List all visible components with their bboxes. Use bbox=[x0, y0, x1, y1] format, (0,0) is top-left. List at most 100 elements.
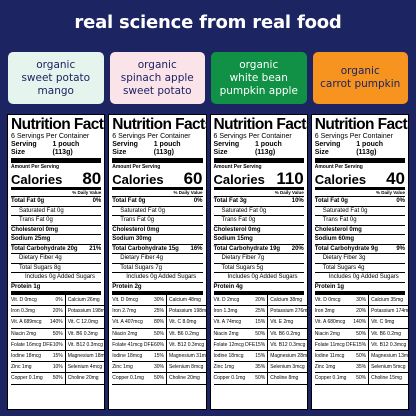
vitamin-name: Vit. E 2mg bbox=[270, 319, 294, 326]
vitamin-cell: Folate 11mcg DFE 15% bbox=[314, 339, 370, 352]
nutrient-label: Sodium 60mg bbox=[314, 236, 355, 242]
nutrient-row: Total Carbohydrate 19g 20% bbox=[213, 245, 304, 254]
nutrient-row: Trans Fat 0g bbox=[314, 216, 405, 226]
vitamin-name: Vit. A 74mcg bbox=[213, 319, 242, 326]
vitamin-name: Zinc 1mg bbox=[314, 364, 336, 371]
vitamin-name: Potassium 276mg bbox=[270, 308, 308, 315]
nutrient-row: Includes 0g Added Sugars bbox=[213, 273, 304, 283]
vitamin-name: Vit. D 0mcg bbox=[314, 297, 341, 303]
nutrient-label: Trans Fat 0g bbox=[322, 217, 357, 223]
nutrient-dv: 0% bbox=[396, 198, 405, 204]
nutrient-label: Total Sugars 4g bbox=[322, 264, 365, 271]
vitamin-dv: 15% bbox=[255, 341, 266, 348]
serving-size-value: 1 pouch (113g) bbox=[356, 141, 384, 156]
vitamin-name: Niacin 2mg bbox=[314, 330, 340, 337]
serving-size-label: Serving Size bbox=[11, 141, 37, 156]
vitamin-cell: Selenium 5mcg25% bbox=[369, 362, 408, 374]
nutrient-row: Includes 0g Added Sugars bbox=[314, 273, 405, 283]
nutrient-label: Saturated Fat 0g bbox=[221, 207, 267, 214]
vitamin-cell: Calcium 48mg20% bbox=[166, 295, 206, 307]
vitamin-cell: Choline 20mg15% bbox=[65, 373, 105, 385]
nutrient-label: Total Fat 0g bbox=[314, 198, 348, 204]
vitamin-cell: Niacin 2mg 50% bbox=[314, 328, 370, 340]
vitamin-cell: Iodine 11mcg 50% bbox=[314, 351, 370, 363]
nutrition-panels: Nutrition Facts 6 Servings Per Container S… bbox=[7, 114, 409, 410]
vitamin-dv: 50% bbox=[255, 330, 266, 337]
vitamin-name: Calcium 35mg bbox=[371, 297, 404, 303]
vitamin-name: Zinc 1mg bbox=[213, 364, 235, 371]
nutrient-label: Sodium 25mg bbox=[11, 236, 51, 242]
vitamin-cell: Folate 41mcg DFE 60% bbox=[112, 339, 167, 352]
vitamin-cell: Zinc 1mg 10% bbox=[11, 362, 66, 374]
vitamin-dv: 15% bbox=[356, 341, 367, 348]
vitamin-cell: Vit. B12 0.3mcg70% bbox=[369, 340, 408, 352]
vitamin-dv: 50% bbox=[52, 375, 63, 382]
vitamin-cell: Iodine 18mcg 15% bbox=[213, 351, 269, 363]
nutrient-label: Total Sugars 7g bbox=[120, 264, 162, 271]
flavor-tile: organic carrot pumpkin bbox=[312, 52, 408, 104]
nutrition-facts-title: Nutrition Facts bbox=[112, 116, 207, 133]
amount-per-serving: Amount Per Serving bbox=[112, 164, 161, 170]
serving-size-row: Serving Size 1 pouch (113g) bbox=[213, 141, 304, 163]
nutrient-row: Cholesterol 0mg bbox=[314, 226, 405, 235]
nutrient-row: Total Fat 0g 0% bbox=[112, 197, 203, 207]
vitamin-cell: Iodine 18mcg 15% bbox=[11, 351, 66, 363]
vitamin-name: Zinc 1mg bbox=[112, 364, 133, 371]
vitamin-cell: Vit. E 2mg40% bbox=[268, 317, 307, 329]
vitamin-cell: Iron 2.7mg 25% bbox=[112, 306, 167, 318]
nutrient-row: Sodium 25mg bbox=[11, 235, 102, 245]
vitamin-cell: Choline 15mg15% bbox=[369, 373, 408, 385]
nutrient-row: Total Sugars 8g bbox=[11, 264, 102, 273]
vitamin-cell: Vit. B6 0.2mg70% bbox=[166, 329, 206, 340]
daily-value-header: % Daily Value bbox=[112, 190, 203, 197]
vitamin-cell: Iron 3mg 20% bbox=[314, 306, 370, 318]
servings-per-container: 6 Servings Per Container bbox=[112, 133, 191, 140]
nutrient-label: Dietary Fiber 4g bbox=[19, 255, 62, 261]
nutrient-label: Trans Fat 0g bbox=[221, 217, 256, 223]
nutrient-row: Dietary Fiber 4g bbox=[112, 254, 203, 264]
nutrient-label: Total Fat 0g bbox=[11, 198, 45, 204]
vitamin-name: Iron 1.3mg bbox=[213, 308, 238, 315]
calories-label: Calories bbox=[11, 172, 63, 187]
nutrient-label: Total Carbohydrate 19g bbox=[213, 245, 281, 252]
nutrient-row: Dietary Fiber 7g bbox=[213, 254, 304, 264]
servings-per-container: 6 Servings Per Container bbox=[213, 133, 292, 140]
nutrition-facts-panel: Nutrition Facts 6 Servings Per Container S… bbox=[209, 114, 308, 410]
vitamin-cell: Iron 0.3mg 20% bbox=[11, 306, 66, 318]
daily-value-header: % Daily Value bbox=[11, 190, 102, 197]
vitamin-name: Selenium 5mcg bbox=[371, 364, 406, 371]
vitamin-cell: Calcium 35mg15% bbox=[369, 295, 408, 307]
vitamin-dv: 15% bbox=[255, 319, 266, 326]
nutrient-label: Dietary Fiber 7g bbox=[221, 255, 265, 261]
nutrition-facts-panel: Nutrition Facts 6 Servings Per Container S… bbox=[7, 114, 106, 410]
vitamin-cell: Zinc 1mg 35% bbox=[213, 362, 269, 374]
nutrient-row: Trans Fat 0g bbox=[112, 216, 203, 226]
nutrient-label: Includes 0g Added Sugars bbox=[227, 274, 298, 280]
nutrient-label: Saturated Fat 0g bbox=[19, 207, 64, 214]
serving-size-label: Serving Size bbox=[213, 141, 240, 156]
vitamin-name: Iodine 18mcg bbox=[213, 353, 244, 360]
vitamin-cell: Selenium 3mcg15% bbox=[268, 362, 307, 374]
nutrient-dv: 20% bbox=[291, 245, 304, 252]
vitamin-cell: Vit. A 680mcg 140% bbox=[314, 317, 370, 329]
nutrition-facts-title: Nutrition Facts bbox=[11, 116, 106, 133]
vitamin-dv: 140% bbox=[353, 319, 367, 326]
vitamin-name: Magnesium 28mg bbox=[270, 353, 308, 360]
vitamin-name: Vit. B6 0.2mg bbox=[270, 330, 301, 337]
vitamin-dv: 20% bbox=[52, 308, 63, 315]
nutrient-dv: 9% bbox=[396, 245, 405, 252]
vitamin-dv: 10% bbox=[52, 364, 63, 371]
nutrient-label: Includes 0g Added Sugars bbox=[126, 274, 197, 280]
nutrient-label: Protein 1g bbox=[314, 283, 345, 290]
vitamin-cell: Copper 0.1mg 50% bbox=[112, 373, 167, 385]
nutrient-label: Includes 0g Added Sugars bbox=[25, 274, 96, 280]
vitamin-name: Vit. B12 0.3mcg bbox=[371, 341, 407, 348]
nutrition-facts-title: Nutrition Facts bbox=[213, 116, 308, 133]
serving-size-row: Serving Size 1 pouch (113g) bbox=[112, 141, 203, 163]
calories-label: Calories bbox=[112, 172, 164, 187]
nutrient-row: Saturated Fat 0g bbox=[213, 207, 304, 216]
vitamin-name: Folate 16mcg DFE bbox=[11, 341, 53, 348]
vitamin-name: Vit. A 680mcg bbox=[314, 319, 346, 326]
calories-row: Calories 40 bbox=[314, 170, 405, 190]
